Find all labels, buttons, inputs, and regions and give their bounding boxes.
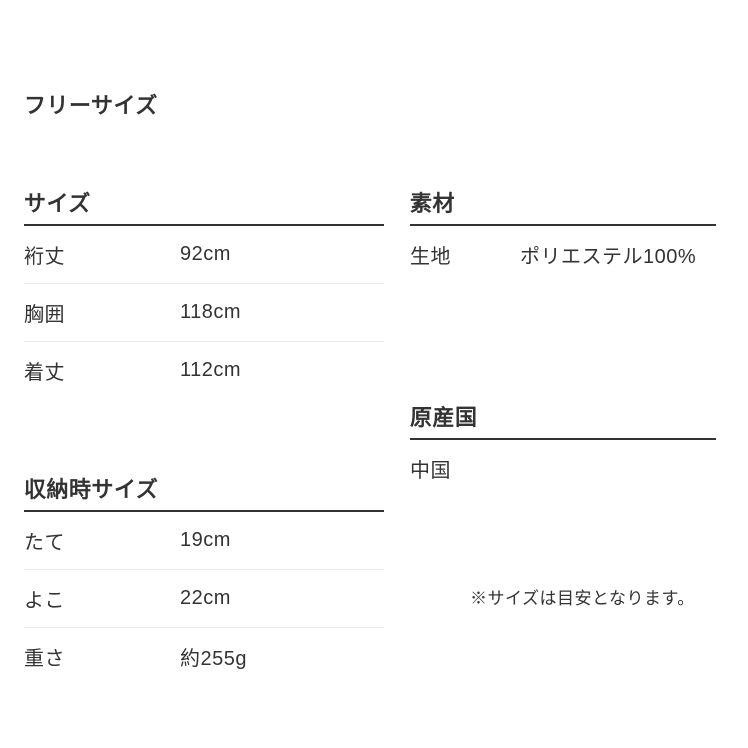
spec-key: 着丈 [24,356,180,385]
section-storage: 収納時サイズ たて 19cm よこ 22cm 重さ 約255g [24,472,384,685]
section-material: 素材 生地 ポリエステル100% [410,186,716,283]
section-heading-storage: 収納時サイズ [24,472,384,512]
section-origin: 原産国 中国 [410,400,716,483]
spec-key: 裄丈 [24,240,180,269]
section-heading-origin: 原産国 [410,400,716,440]
spec-value: 112cm [180,359,241,382]
section-size: サイズ 裄丈 92cm 胸囲 118cm 着丈 112cm [24,186,384,399]
table-row: 胸囲 118cm [24,284,384,342]
spec-key: たて [24,526,180,555]
table-row: たて 19cm [24,512,384,570]
spec-value: 92cm [180,243,231,266]
spec-value: ポリエステル100% [520,240,696,269]
table-row: 裄丈 92cm [24,226,384,284]
spec-key: 胸囲 [24,298,180,327]
page-title: フリーサイズ [24,88,158,120]
table-row: 生地 ポリエステル100% [410,226,716,283]
spec-key: よこ [24,584,180,613]
table-row: 着丈 112cm [24,342,384,399]
spec-value: 22cm [180,587,231,610]
section-heading-size: サイズ [24,186,384,226]
spec-value: 19cm [180,529,231,552]
table-row: よこ 22cm [24,570,384,628]
spec-page: フリーサイズ サイズ 裄丈 92cm 胸囲 118cm 着丈 112cm 素材 … [0,0,748,748]
spec-key: 生地 [410,240,520,269]
table-row: 重さ 約255g [24,628,384,685]
spec-value: 118cm [180,301,241,324]
spec-value: 約255g [180,642,247,671]
origin-value: 中国 [410,440,716,483]
spec-key: 重さ [24,642,180,671]
section-heading-material: 素材 [410,186,716,226]
size-note: ※サイズは目安となります。 [470,584,695,609]
